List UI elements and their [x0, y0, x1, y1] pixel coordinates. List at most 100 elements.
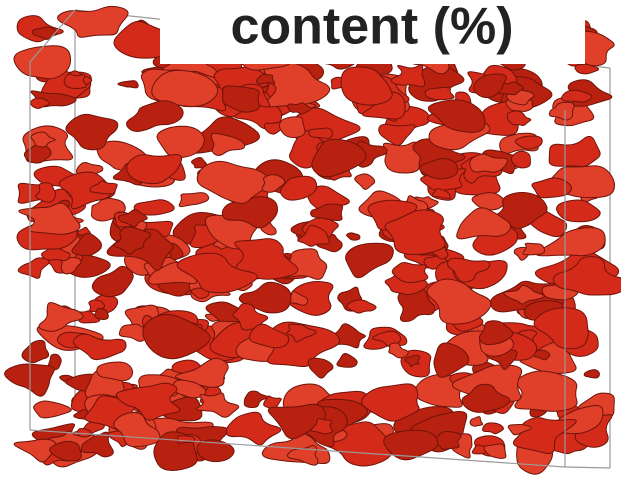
- pore-blob: [113, 226, 152, 255]
- box-edge: [29, 429, 566, 468]
- pore-blob: [346, 232, 361, 241]
- pore-blob: [483, 443, 507, 459]
- pore-blob: [427, 99, 486, 133]
- pore-blob: [473, 73, 507, 99]
- pore-blob: [210, 132, 246, 156]
- pore-blob: [71, 232, 102, 257]
- pore-blob: [117, 80, 139, 89]
- pore-blob: [175, 357, 229, 388]
- pore-blob: [63, 73, 88, 90]
- pore-blob: [151, 69, 219, 108]
- pore-blob: [156, 125, 205, 159]
- pore-blob: [176, 252, 258, 294]
- pore-blob: [94, 307, 109, 321]
- pore-blob: [115, 382, 181, 421]
- pore-blob: [49, 440, 82, 462]
- pore-blob: [426, 278, 492, 325]
- pore-blob: [196, 439, 235, 463]
- pore-blob: [178, 192, 210, 208]
- pore-blob: [507, 423, 532, 436]
- pore-blob: [511, 150, 531, 169]
- box-edge: [29, 9, 76, 63]
- pore-blob: [461, 383, 511, 413]
- pore-blob: [35, 182, 57, 203]
- pore-blob: [287, 102, 312, 115]
- pore-blob: [38, 302, 84, 332]
- box-edge: [564, 466, 611, 469]
- pore-blob: [142, 313, 211, 360]
- pore-blob: [261, 174, 286, 193]
- pore-blob: [531, 177, 573, 199]
- pore-blob: [286, 445, 319, 466]
- pore-blob: [30, 97, 50, 109]
- pore-blob: [404, 354, 421, 368]
- pore-blob: [552, 256, 621, 296]
- pore-blob: [17, 257, 50, 279]
- pore-blob: [424, 86, 455, 101]
- pore-blob: [556, 199, 601, 223]
- pore-blob: [478, 320, 514, 346]
- pore-blob: [548, 101, 576, 121]
- pore-blob: [346, 299, 377, 314]
- pore-blob: [574, 63, 600, 75]
- pore-blob: [297, 224, 331, 247]
- pore-blob: [522, 242, 546, 256]
- pore-blob: [378, 123, 416, 146]
- pore-blob: [311, 138, 367, 178]
- pore-blob: [433, 342, 470, 378]
- pore-blob: [21, 339, 50, 364]
- pore-blob: [278, 116, 306, 139]
- pore-blob: [30, 131, 56, 148]
- pore-blob: [447, 257, 491, 283]
- pore-blob: [503, 284, 545, 305]
- pore-blob: [195, 392, 240, 418]
- pore-blob: [234, 238, 299, 280]
- pore-blob: [391, 261, 429, 284]
- pore-blob: [345, 242, 394, 279]
- pore-blob: [310, 417, 334, 435]
- pore-blob: [96, 361, 134, 382]
- pore-blob: [57, 5, 129, 38]
- pore-blob: [418, 158, 459, 180]
- pore-blob: [390, 64, 426, 88]
- pore-blob: [196, 160, 272, 204]
- pore-blob: [469, 416, 484, 427]
- pore-blob: [340, 66, 393, 106]
- pore-blob: [248, 323, 290, 349]
- pore-blob: [310, 203, 344, 222]
- pore-blob: [263, 395, 282, 410]
- pore-blob: [336, 353, 358, 368]
- pore-blob: [533, 307, 589, 350]
- pore-blob: [73, 333, 127, 361]
- pore-blob: [308, 127, 333, 139]
- pore-blob: [456, 207, 512, 240]
- pore-blob: [469, 153, 508, 173]
- pore-blob: [4, 363, 55, 397]
- pore-blob: [307, 357, 334, 379]
- pore-blob: [263, 62, 331, 108]
- pore-blob: [286, 323, 317, 343]
- pore-blob: [561, 89, 593, 103]
- pore-blob: [126, 100, 184, 132]
- pore-network: [4, 5, 621, 475]
- pore-blob: [243, 390, 269, 409]
- pore-blob: [225, 411, 282, 446]
- pore-blob: [177, 435, 196, 444]
- title-background: [160, 0, 585, 64]
- pore-blob: [471, 192, 506, 211]
- pore-blob: [432, 188, 451, 199]
- pore-blob: [255, 73, 276, 85]
- pore-blob: [18, 202, 81, 235]
- pore-blob: [583, 369, 600, 379]
- box-frame-front: [29, 9, 611, 469]
- pore-blob: [126, 154, 183, 185]
- pore-blob: [91, 265, 134, 298]
- pore-blob: [13, 45, 72, 80]
- pore-blob: [506, 110, 532, 126]
- pore-blob: [383, 429, 439, 461]
- pore-blob: [482, 422, 504, 435]
- pore-blob: [33, 400, 72, 419]
- pore-blob: [118, 209, 148, 228]
